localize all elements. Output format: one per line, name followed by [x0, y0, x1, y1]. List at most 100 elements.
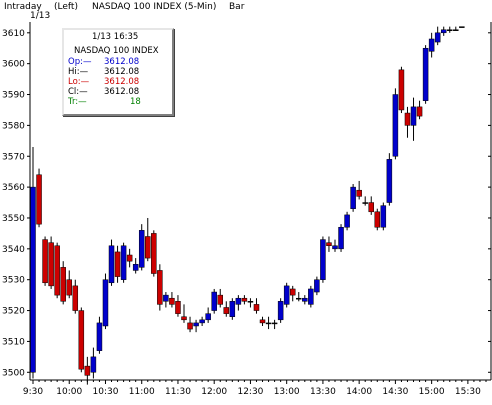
candle[interactable]	[265, 316, 272, 330]
candle[interactable]	[308, 285, 314, 308]
candle[interactable]	[277, 298, 284, 323]
candle-body	[283, 285, 290, 305]
candle-body	[332, 245, 338, 250]
candle[interactable]	[187, 316, 193, 333]
candle-body	[217, 294, 223, 305]
candle[interactable]	[398, 66, 405, 114]
candle[interactable]	[108, 239, 115, 286]
candle[interactable]	[229, 298, 236, 320]
candle[interactable]	[36, 168, 42, 228]
candle-body	[410, 106, 417, 126]
candle[interactable]	[211, 288, 217, 314]
candle-body	[386, 159, 393, 203]
close-row: Cl:— 3612.08	[68, 87, 139, 97]
candle[interactable]	[326, 236, 332, 252]
candle[interactable]	[72, 279, 79, 314]
candle-body	[440, 29, 447, 34]
x-tick-label: 11:00	[129, 387, 155, 397]
candle[interactable]	[422, 45, 429, 104]
candle[interactable]	[241, 295, 248, 305]
candle[interactable]	[404, 106, 411, 138]
candle-body	[30, 186, 36, 373]
mode-label: Intraday	[4, 2, 42, 12]
trades-value: 18	[130, 97, 141, 107]
candle[interactable]	[114, 245, 121, 283]
x-tick-label: 11:30	[165, 387, 191, 397]
candle[interactable]	[416, 100, 423, 120]
candle[interactable]	[205, 307, 211, 323]
candle[interactable]	[102, 273, 109, 330]
candle-body	[187, 322, 193, 330]
candle[interactable]	[48, 236, 54, 289]
candle[interactable]	[459, 26, 465, 28]
candle[interactable]	[338, 224, 344, 252]
candle[interactable]	[84, 356, 91, 385]
candle[interactable]	[78, 307, 85, 373]
candle-body	[362, 202, 368, 204]
candle[interactable]	[181, 304, 187, 323]
candle-body	[223, 307, 230, 314]
candle[interactable]	[440, 26, 447, 36]
candle[interactable]	[217, 288, 223, 308]
candle[interactable]	[30, 146, 36, 379]
candle[interactable]	[235, 295, 242, 311]
candle[interactable]	[447, 26, 453, 33]
candle[interactable]	[126, 248, 133, 268]
candle[interactable]	[453, 26, 459, 31]
candle[interactable]	[271, 319, 278, 330]
candle[interactable]	[42, 236, 48, 286]
candle[interactable]	[66, 270, 72, 299]
candle[interactable]	[163, 292, 169, 308]
candle-body	[398, 69, 405, 111]
candle[interactable]	[368, 196, 374, 215]
candle-body	[66, 279, 72, 296]
candle[interactable]	[428, 32, 435, 58]
candle[interactable]	[374, 208, 381, 231]
candle[interactable]	[253, 298, 260, 314]
candle[interactable]	[314, 276, 320, 296]
high-row: Hi:— 3612.08	[68, 67, 139, 77]
candle[interactable]	[132, 258, 139, 274]
candle[interactable]	[410, 97, 417, 141]
candle[interactable]	[151, 230, 157, 277]
candle[interactable]	[145, 217, 151, 262]
candle[interactable]	[302, 295, 308, 305]
date-label: 1/13	[30, 11, 51, 21]
candle[interactable]	[120, 242, 127, 283]
candle[interactable]	[259, 316, 266, 326]
candle-body	[314, 279, 320, 293]
candle-body	[36, 174, 42, 225]
candle[interactable]	[350, 184, 356, 212]
candle[interactable]	[175, 295, 181, 317]
candle[interactable]	[296, 292, 302, 302]
candle[interactable]	[138, 224, 145, 271]
open-key: Op:—	[68, 57, 92, 67]
candle[interactable]	[90, 347, 97, 379]
candle[interactable]	[320, 236, 326, 283]
candle[interactable]	[289, 285, 296, 302]
x-tick-label: 12:00	[201, 387, 227, 397]
candle[interactable]	[362, 196, 368, 206]
candle[interactable]	[223, 301, 230, 317]
candle[interactable]	[60, 261, 66, 305]
candle-body	[428, 38, 435, 52]
candle[interactable]	[344, 211, 350, 231]
candle[interactable]	[96, 316, 103, 354]
candle[interactable]	[283, 282, 290, 308]
candle-body	[241, 297, 248, 302]
candle[interactable]	[193, 319, 199, 333]
candle[interactable]	[169, 292, 175, 308]
candle[interactable]	[356, 180, 362, 200]
candle[interactable]	[380, 202, 387, 231]
candle[interactable]	[54, 242, 60, 299]
candle[interactable]	[332, 239, 338, 252]
candle[interactable]	[247, 298, 254, 308]
x-tick-label: 10:00	[56, 387, 82, 397]
candle-body	[175, 301, 181, 314]
candle[interactable]	[386, 153, 393, 206]
candle[interactable]	[199, 316, 205, 326]
candle[interactable]	[392, 88, 399, 160]
candle[interactable]	[434, 26, 441, 46]
candle[interactable]	[157, 264, 163, 311]
